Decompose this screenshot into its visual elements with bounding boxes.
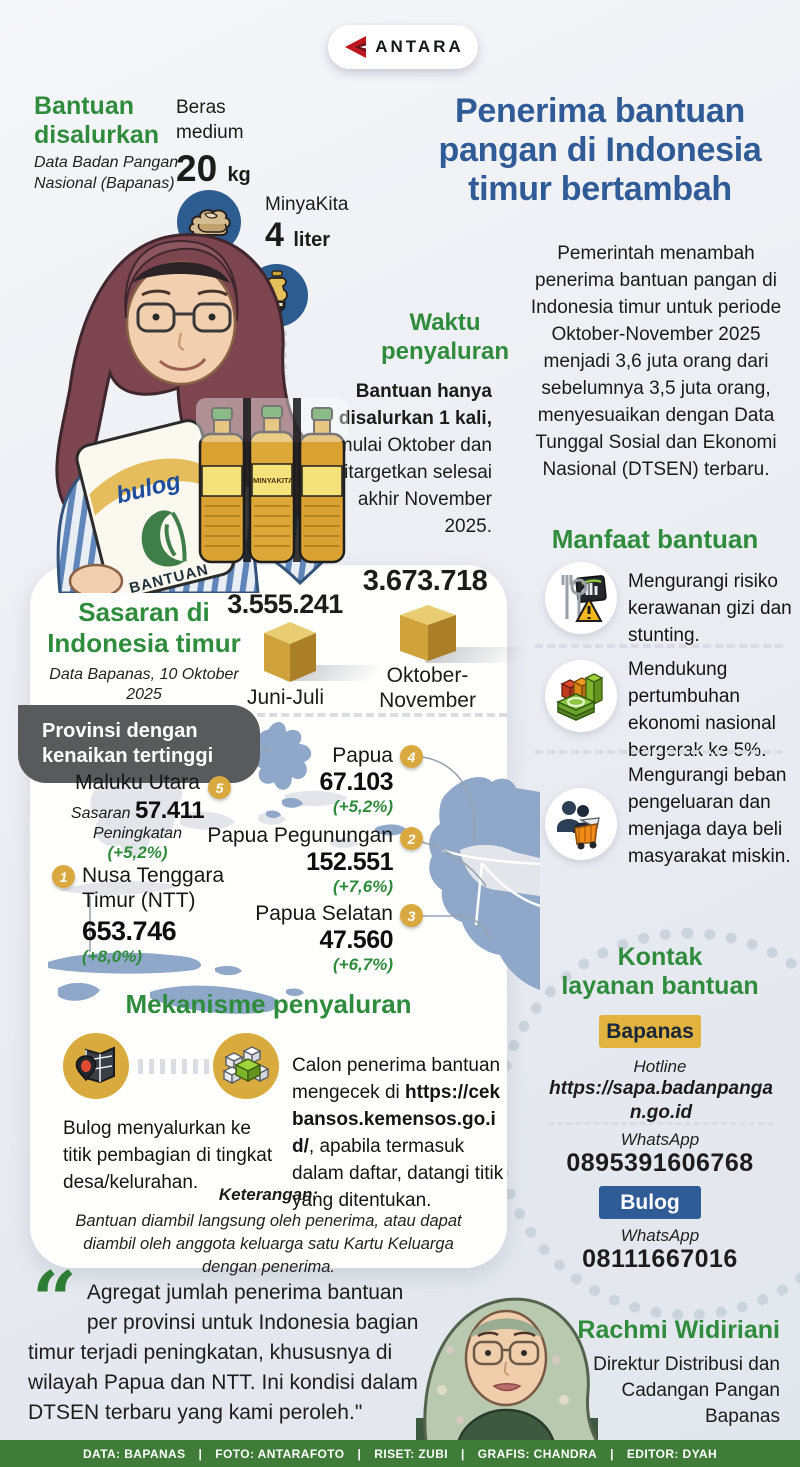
- quote-mark-icon: “: [32, 1255, 77, 1346]
- province-papua-selatan: Papua Selatan 47.560 (+6,7%): [235, 901, 393, 975]
- nutrition-risk-icon: [545, 562, 617, 634]
- dashed-divider: [535, 750, 783, 754]
- keterangan-label: Keterangan:: [218, 1185, 319, 1204]
- page-title: Penerima bantuan pangan di Indonesia tim…: [438, 92, 762, 208]
- mekanisme-heading: Mekanisme penyaluran: [125, 989, 412, 1019]
- rachmi-widiriani-portrait: [416, 1297, 600, 1443]
- credit-separator: |: [357, 1446, 362, 1461]
- credit-separator: |: [610, 1446, 614, 1461]
- bulog-whatsapp-number: 08111667016: [582, 1245, 738, 1273]
- dashed-divider: [245, 713, 507, 717]
- quote-text: Agregat jumlah penerima bantuan per prov…: [28, 1281, 419, 1424]
- bar-cube-juni-juli: [264, 622, 316, 682]
- waktu-penyaluran-text: Bantuan hanya disalurkan 1 kali, mulai O…: [333, 381, 492, 537]
- province-ntt: Nusa Tenggara Timur (NTT) 653.746 (+8,0%…: [82, 863, 232, 967]
- bar-label-juni-juli: Juni-Juli: [246, 686, 325, 709]
- antara-logo-icon: [345, 36, 367, 58]
- rank-badge-5: 5: [208, 776, 231, 799]
- minyakita-quantity: 4 liter: [265, 216, 331, 254]
- map-pin-icon: [63, 1033, 129, 1099]
- bar-value-juni-juli: 3.555.241: [227, 589, 343, 619]
- province-name: Nusa Tenggara Timur (NTT): [82, 864, 225, 912]
- provinsi-heading-bubble: Provinsi dengan kenaikan tertinggi: [18, 705, 260, 783]
- mekanisme-left-text: Bulog menyalurkan ke titik pembagian di …: [63, 1118, 273, 1193]
- antara-logo: ANTARA: [328, 25, 478, 69]
- intro-paragraph: Pemerintah menambah penerima bantuan pan…: [530, 243, 782, 480]
- province-value: 57.411: [134, 797, 205, 824]
- waktu-penyaluran-heading: Waktu penyaluran: [380, 309, 510, 365]
- bar-label-okt-nov: Oktober-November: [379, 664, 476, 712]
- province-change: (+7,6%): [333, 877, 393, 896]
- economy-growth-icon: [545, 660, 617, 732]
- cekbansos-url: https://cekbansos.kemensos.go.id/: [292, 1082, 501, 1157]
- beras-quantity: 20 kg: [176, 148, 251, 189]
- credit-data: DATA: BAPANAS: [82, 1446, 186, 1461]
- person-role: Direktur Distribusi dan Cadangan Pangan …: [593, 1354, 780, 1427]
- hotline-label: Hotline: [633, 1057, 687, 1076]
- minyakita-label: MinyaKita: [265, 194, 349, 215]
- benefit-text-2: Mendukung pertumbuhan ekonomi nasional b…: [628, 659, 776, 761]
- manfaat-heading: Manfaat bantuan: [551, 524, 759, 554]
- credit-separator: |: [198, 1446, 203, 1461]
- province-change: (+5,2%): [107, 843, 168, 862]
- sasaran-heading: Sasaran di Indonesia timur: [47, 597, 241, 658]
- household-spending-icon: [545, 788, 617, 860]
- province-name: Papua Selatan: [255, 902, 393, 925]
- bar-cube-okt-nov: [400, 605, 456, 661]
- bantuan-source: Data Badan Pangan Nasional (Bapanas): [34, 154, 179, 192]
- province-name: Papua: [332, 744, 393, 767]
- credit-riset: RISET: ZUBI: [374, 1446, 449, 1461]
- antara-logo-text: ANTARA: [375, 37, 464, 56]
- whatsapp-label: WhatsApp: [620, 1226, 700, 1245]
- bapanas-whatsapp-number: 0895391606768: [566, 1149, 754, 1177]
- footer-credits: DATA: BAPANAS | FOTO: ANTARAFOTO | RISET…: [0, 1440, 800, 1467]
- province-value: 67.103: [319, 768, 394, 796]
- province-papua-pegunungan: Papua Pegunungan 152.551 (+7,6%): [195, 823, 393, 897]
- rank-badge-3: 3: [400, 904, 423, 927]
- rice-bag: bulog BANTUAN: [75, 419, 235, 593]
- beras-label: Beras medium: [176, 97, 244, 143]
- person-name: Rachmi Widiriani: [577, 1316, 780, 1344]
- dashed-divider: [535, 644, 783, 648]
- province-change: (+8,0%): [82, 947, 142, 966]
- bapanas-hotline-url: https://sapa.badanpangan.go.id: [549, 1078, 773, 1123]
- dashed-connector-horizontal: [138, 1059, 210, 1074]
- rank-badge-2: 2: [400, 827, 423, 850]
- province-papua: Papua 67.103 (+5,2%): [235, 743, 394, 817]
- bantuan-disalurkan-heading: Bantuan disalurkan: [34, 92, 160, 149]
- rank-badge-4: 4: [400, 745, 423, 768]
- benefit-text-3: Mengurangi beban pengeluaran dan menjaga…: [628, 765, 791, 867]
- credit-separator: |: [461, 1446, 465, 1461]
- province-change: (+6,7%): [333, 955, 393, 974]
- province-value: 47.560: [319, 926, 394, 954]
- credit-editor: EDITOR: DYAH: [626, 1446, 718, 1461]
- rank-badge-1: 1: [52, 865, 75, 888]
- province-maluku-utara: Maluku Utara Sasaran 57.411 Peningkatan …: [70, 771, 205, 862]
- province-name: Maluku Utara: [75, 771, 200, 794]
- credit-foto: FOTO: ANTARAFOTO: [215, 1446, 345, 1461]
- bottle-label-text: MINYAKITA: [253, 476, 294, 485]
- sasaran-source: Data Bapanas, 10 Oktober 2025: [49, 666, 239, 703]
- province-value: 152.551: [306, 848, 393, 876]
- mekanisme-right-text: Calon penerima bantuan mengecek di https…: [292, 1055, 504, 1211]
- credit-grafis: GRAFIS: CHANDRA: [477, 1446, 598, 1461]
- dashed-divider: [548, 1122, 773, 1125]
- bar-value-okt-nov: 3.673.718: [362, 565, 488, 597]
- province-name: Papua Pegunungan: [207, 824, 393, 847]
- keterangan-note: Bantuan diambil langsung oleh penerima, …: [75, 1212, 462, 1276]
- whatsapp-label: WhatsApp: [620, 1130, 700, 1149]
- oil-bottles-illustration: MINYAKITA: [196, 398, 348, 564]
- benefit-text-1: Mengurangi risiko kerawanan gizi dan stu…: [628, 571, 792, 646]
- check-list-boxes-icon: [213, 1033, 279, 1099]
- province-change: (+5,2%): [333, 797, 393, 816]
- province-value: 653.746: [82, 916, 177, 946]
- bapanas-badge: Bapanas: [599, 1015, 701, 1048]
- quote-block: “ Agregat jumlah penerima bantuan per pr…: [28, 1255, 426, 1428]
- main-card: Sasaran di Indonesia timur Data Bapanas,…: [18, 565, 547, 1276]
- bulog-badge: Bulog: [599, 1186, 701, 1219]
- kontak-heading: Kontak layanan bantuan: [561, 943, 759, 1000]
